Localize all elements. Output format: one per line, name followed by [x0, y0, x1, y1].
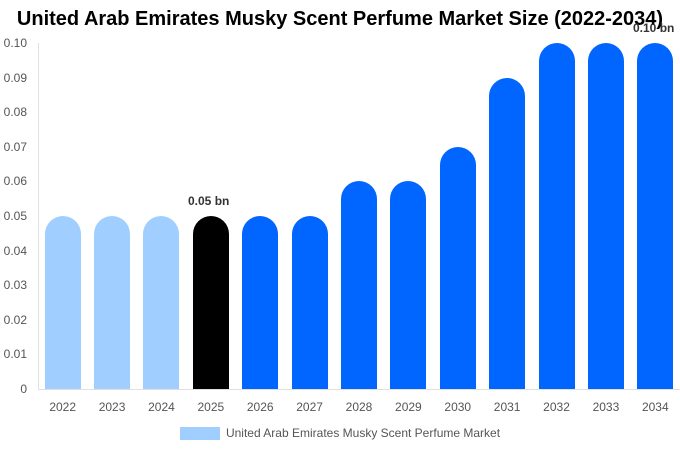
x-tick-label: 2031 [493, 400, 521, 414]
data-label-2025: 0.05 bn [188, 194, 230, 208]
x-tick-label: 2033 [592, 400, 620, 414]
y-tick-label: 0.06 [3, 174, 27, 189]
x-tick-label: 2025 [197, 400, 225, 414]
bar-2024[interactable] [143, 216, 180, 389]
data-label-2034: 0.10 bn [633, 21, 675, 35]
legend: United Arab Emirates Musky Scent Perfume… [0, 426, 680, 440]
x-tick-label: 2027 [296, 400, 323, 414]
bar-2034[interactable] [637, 43, 674, 389]
bar-2025[interactable] [192, 216, 229, 389]
bar-2026[interactable] [242, 216, 279, 389]
x-tick-label: 2030 [444, 400, 472, 414]
x-tick-label: 2028 [345, 400, 373, 414]
x-tick-label: 2022 [49, 400, 77, 414]
bar-2032[interactable] [538, 43, 575, 389]
x-tick-label: 2034 [641, 400, 669, 414]
y-axis-line [38, 43, 39, 390]
x-axis-line [38, 389, 680, 390]
y-tick-label: 0.02 [3, 312, 27, 327]
bar-2030[interactable] [439, 146, 476, 389]
y-tick-label: 0.10 [3, 36, 27, 50]
bar-2022[interactable] [44, 216, 81, 389]
x-tick-label: 2032 [543, 400, 570, 414]
bar-2027[interactable] [291, 216, 328, 389]
bar-2028[interactable] [341, 181, 377, 389]
bar-2031[interactable] [489, 77, 526, 389]
x-tick-label: 2024 [148, 400, 175, 414]
y-tick-label: 0.03 [3, 278, 27, 293]
y-tick-label: 0.07 [3, 139, 27, 154]
chart-title: United Arab Emirates Musky Scent Perfume… [16, 8, 664, 30]
bar-2029[interactable] [390, 181, 427, 389]
y-tick-label: 0.09 [3, 70, 27, 85]
bar-2033[interactable] [587, 43, 624, 389]
legend-swatch [179, 426, 220, 440]
y-tick-label: 0.04 [3, 243, 27, 258]
bar-2023[interactable] [94, 216, 131, 389]
y-tick-label: 0.08 [3, 105, 27, 120]
x-tick-label: 2023 [98, 400, 126, 414]
legend-label: United Arab Emirates Musky Scent Perfume… [225, 426, 501, 440]
y-tick-label: 0 [20, 382, 27, 396]
x-tick-label: 2026 [246, 400, 274, 414]
x-tick-label: 2029 [395, 400, 422, 414]
y-tick-label: 0.01 [3, 347, 27, 362]
plot-area [38, 43, 680, 389]
y-tick-label: 0.05 [3, 209, 27, 223]
